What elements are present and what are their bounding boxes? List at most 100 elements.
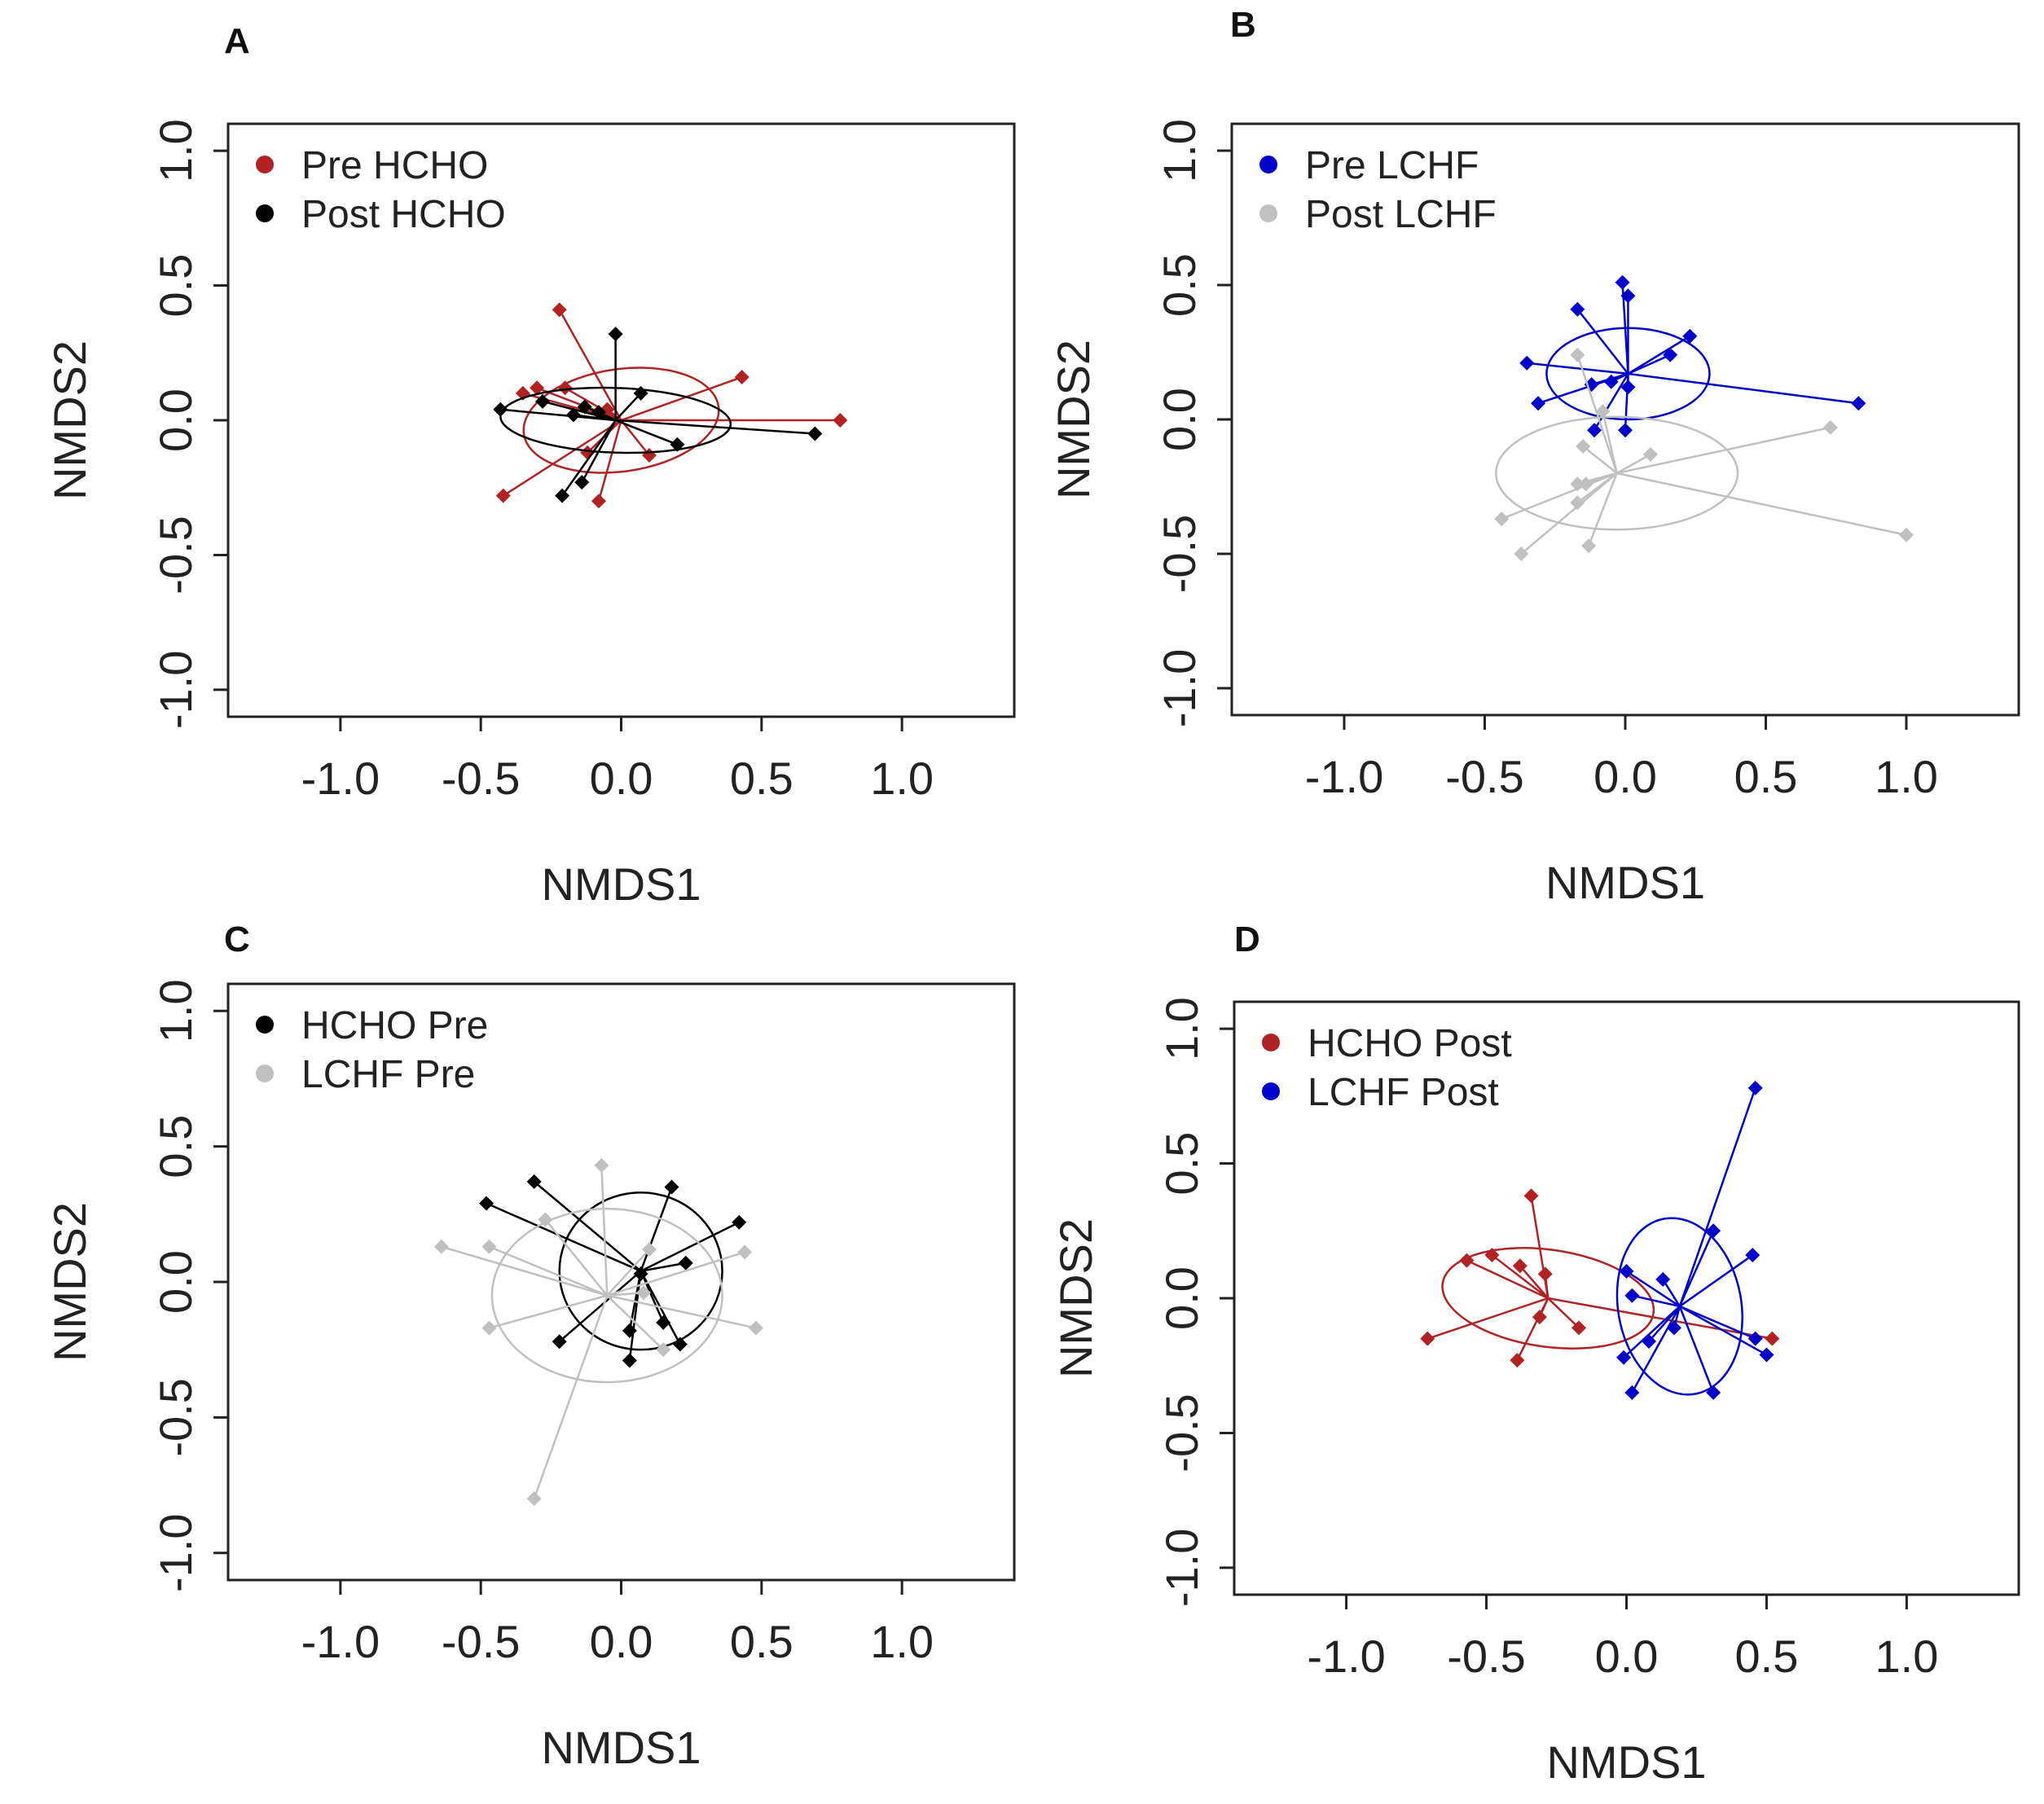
data-point <box>495 488 511 503</box>
data-point <box>1581 538 1597 554</box>
ellipse <box>490 1207 723 1384</box>
spider-line <box>606 1249 650 1297</box>
data-point <box>493 402 508 417</box>
data-point <box>433 1239 449 1254</box>
data-point <box>1531 396 1546 411</box>
data-point <box>1514 546 1529 561</box>
y-tick-label: -0.5 <box>1154 515 1205 594</box>
spider-line <box>1527 362 1629 375</box>
data-point <box>526 1174 542 1189</box>
data-point <box>565 407 581 423</box>
data-point <box>1570 476 1585 492</box>
data-point <box>732 1214 747 1230</box>
y-tick-label: -1.0 <box>150 651 201 730</box>
spider-line <box>1501 472 1618 520</box>
data-point <box>479 1196 495 1211</box>
spider-line <box>1587 472 1618 546</box>
data-point <box>481 1320 497 1336</box>
data-point <box>591 494 606 509</box>
x-tick-label: 0.5 <box>730 753 793 804</box>
data-point <box>1459 1253 1475 1268</box>
x-tick-label: 1.0 <box>1875 751 1938 802</box>
data-point <box>1759 1347 1774 1363</box>
data-point <box>1615 274 1630 290</box>
y-tick-label: 1.0 <box>1154 119 1205 182</box>
spider-line <box>558 1270 642 1343</box>
spider-line <box>615 419 815 435</box>
data-point <box>737 1244 753 1260</box>
legend-marker <box>1259 156 1277 173</box>
data-point <box>1619 1263 1634 1279</box>
spider-line <box>1625 1270 1681 1307</box>
data-point <box>1666 1320 1681 1336</box>
spider-line <box>1628 372 1859 405</box>
panel-c: C -1.0 -0.5 0.0 0.5 1.0 -1.0 -0.5 0.0 0.5 1.0 NMDS1… <box>44 920 1016 1773</box>
y-tick-label: 1.0 <box>150 979 201 1042</box>
spider-line <box>1678 1230 1715 1307</box>
x-tick-label: 1.0 <box>870 753 934 804</box>
series-pre-lchf <box>1519 274 1866 438</box>
data-point <box>1747 1080 1763 1095</box>
data-point <box>664 1179 679 1195</box>
x-tick-label: 0.5 <box>1734 751 1798 802</box>
data-point <box>1682 328 1698 344</box>
data-point <box>1620 380 1636 395</box>
data-point <box>633 1266 648 1282</box>
spider-line <box>620 419 650 456</box>
data-point <box>608 327 623 342</box>
spider-line <box>1466 1259 1549 1300</box>
spider-line <box>533 1295 609 1499</box>
data-point <box>1624 1288 1640 1303</box>
spider-line <box>614 393 642 421</box>
data-point <box>656 1315 671 1330</box>
data-point <box>633 385 648 401</box>
legend-label: LCHF Post <box>1308 1071 1499 1114</box>
legend-marker <box>256 1016 274 1034</box>
data-point <box>557 380 573 396</box>
data-point <box>1851 396 1866 411</box>
y-tick-label: -0.5 <box>150 1378 201 1457</box>
legend-marker <box>256 1064 274 1082</box>
spider-line <box>597 419 622 502</box>
legend-label: Post LCHF <box>1305 193 1497 236</box>
data-point <box>591 405 606 420</box>
x-tick-label: -1.0 <box>301 753 380 804</box>
spider-line <box>441 1245 608 1297</box>
data-point <box>1532 1310 1547 1325</box>
x-tick-label: 0.5 <box>1735 1631 1799 1682</box>
data-point <box>1706 1385 1721 1400</box>
data-point <box>1523 1188 1539 1204</box>
panel-label: A <box>224 21 250 61</box>
spider-line <box>1602 410 1618 474</box>
spider-line <box>1616 472 1907 537</box>
spider-line <box>573 414 616 422</box>
panel-d: D -1.0 -0.5 0.0 0.5 1.0 -1.0 -0.5 0.0 0.5 1.0 NMDS1… <box>1050 920 2020 1788</box>
legend-label: Pre HCHO <box>301 144 488 187</box>
y-axis-title: NMDS2 <box>44 1202 95 1362</box>
data-point <box>1570 347 1585 362</box>
data-point <box>1745 1248 1760 1263</box>
data-point <box>552 1334 567 1350</box>
data-point <box>1765 1331 1780 1346</box>
spider-line <box>1516 1297 1549 1361</box>
legend-label: HCHO Post <box>1308 1022 1512 1065</box>
spider-line <box>1616 426 1831 475</box>
spider-line <box>640 1187 673 1272</box>
data-point <box>1576 439 1591 454</box>
data-point <box>1620 288 1636 304</box>
x-tick-label: -0.5 <box>1447 1631 1526 1682</box>
series-post-lchf <box>1494 347 1914 561</box>
data-point <box>656 1342 671 1358</box>
y-tick-label: 0.0 <box>150 388 201 452</box>
spider-line <box>1582 446 1618 474</box>
data-point <box>636 1285 652 1301</box>
spider-line <box>564 387 622 422</box>
x-tick-label: 1.0 <box>870 1616 934 1667</box>
y-tick-label: -1.0 <box>150 1513 201 1592</box>
data-point <box>555 488 570 503</box>
y-tick-label: 0.5 <box>150 254 201 318</box>
spider-line <box>1679 1305 1756 1340</box>
data-point <box>1578 476 1593 492</box>
data-point <box>672 1337 688 1352</box>
panel-a: A -1.0 -0.5 0.0 0.5 1.0 -1.0 -0.5 0.0 0.5 1.0 NMDS1… <box>44 21 1016 910</box>
